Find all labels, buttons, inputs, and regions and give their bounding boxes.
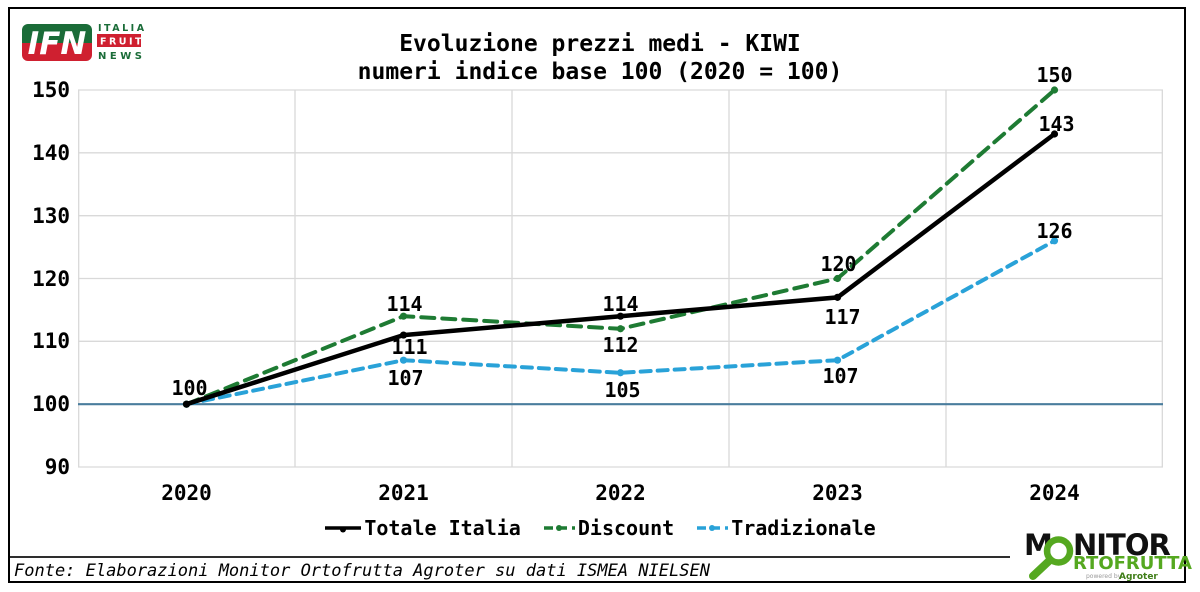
ifn-word-news: NEWS [98,51,145,62]
monitor-text-rtofrutta: RTOFRUTTA [1073,553,1192,574]
data-point-marker [1050,237,1059,245]
data-point-marker [833,356,842,364]
ifn-acronym: IFN [28,26,87,62]
legend-marker-dashed-line [543,525,575,531]
data-point-marker [182,400,191,408]
data-point-marker [399,356,408,364]
data-point-marker [399,312,408,320]
ifn-word-italia: ITALIA [98,23,147,34]
magnifier-glass-icon [1043,536,1074,566]
chart-title-block: Evoluzione prezzi medi - KIWI numeri ind… [0,30,1200,86]
plot-canvas [78,86,1163,468]
monitor-text-nitor: NITOR [1073,528,1170,562]
series-line-totale-italia [184,131,1057,407]
y-axis-tick-label: 110 [32,329,70,354]
y-axis-tick-label: 140 [32,140,70,165]
x-axis-tick-label: 2020 [161,481,212,505]
data-label: 114 [386,292,423,317]
legend-marker-dashed-line [697,525,729,531]
data-label: 150 [1036,63,1073,87]
plot-area: 100 111 114 117 143 114 112 120 150 107 105 107 126 9… [32,64,1163,504]
x-axis-tick-label: 2022 [595,481,646,505]
ifn-green-half [22,24,92,43]
data-label: 100 [171,376,208,401]
legend-marker-solid-line [325,526,362,533]
legend-label-discount: Discount [577,516,675,540]
data-point-marker [616,369,625,377]
data-label: 114 [602,292,639,317]
x-axis-tick-label: 2023 [812,481,863,505]
series-line-discount [184,88,1057,407]
legend: Totale Italia Discount Tradizionale [0,516,1200,540]
monitor-powered-by: powered by [1086,573,1122,580]
chart-subtitle: numeri indice base 100 (2020 = 100) [357,59,843,85]
data-label: 126 [1036,218,1073,243]
monitor-ortofrutta-logo: M NITOR RTOFRUTTA powered by Agroter [1024,528,1192,582]
legend-item-totale-italia: Totale Italia [324,516,521,540]
data-label: 120 [820,251,857,276]
monitor-brand-agroter: Agroter [1119,572,1158,582]
data-point-marker [1050,130,1059,138]
ifn-word-fruit: FRUIT [100,37,144,48]
source-note: Fonte: Elaborazioni Monitor Ortofrutta A… [14,561,710,581]
y-axis-tick-label: 150 [32,78,70,102]
legend-item-discount: Discount [543,516,674,540]
y-axis-tick-label: 120 [32,266,70,291]
magnifier-handle-icon [1029,557,1053,580]
series-line-tradizionale [184,238,1057,407]
data-point-marker [1050,86,1059,94]
data-point-marker [399,331,408,339]
data-label: 107 [387,366,424,391]
x-axis-tick-label: 2024 [1029,481,1080,505]
ifn-fruit-box [97,34,141,47]
x-axis-tick-label: 2021 [378,481,429,505]
data-label: 143 [1038,111,1075,136]
y-axis-tick-label: 100 [32,392,70,417]
data-point-marker [833,293,842,301]
y-axis-tick-label: 90 [44,455,70,479]
legend-label-tradizionale: Tradizionale [731,516,876,540]
data-label: 112 [602,332,639,357]
legend-label-totale-italia: Totale Italia [364,516,521,540]
data-point-marker [833,274,842,283]
data-label: 117 [824,305,861,330]
page-border [8,7,1186,583]
data-label: 105 [604,377,641,402]
data-label: 111 [391,335,428,360]
y-axis-tick-label: 130 [32,203,70,228]
data-label: 107 [822,364,859,389]
chart-title: Evoluzione prezzi medi - KIWI [399,31,801,57]
legend-item-tradizionale: Tradizionale [696,516,876,540]
ifn-logo: IFN ITALIA FRUIT NEWS [22,23,147,62]
data-point-marker [616,325,625,333]
footer-separator [10,556,1010,558]
ifn-red-half [22,43,92,61]
data-point-marker [616,312,625,320]
